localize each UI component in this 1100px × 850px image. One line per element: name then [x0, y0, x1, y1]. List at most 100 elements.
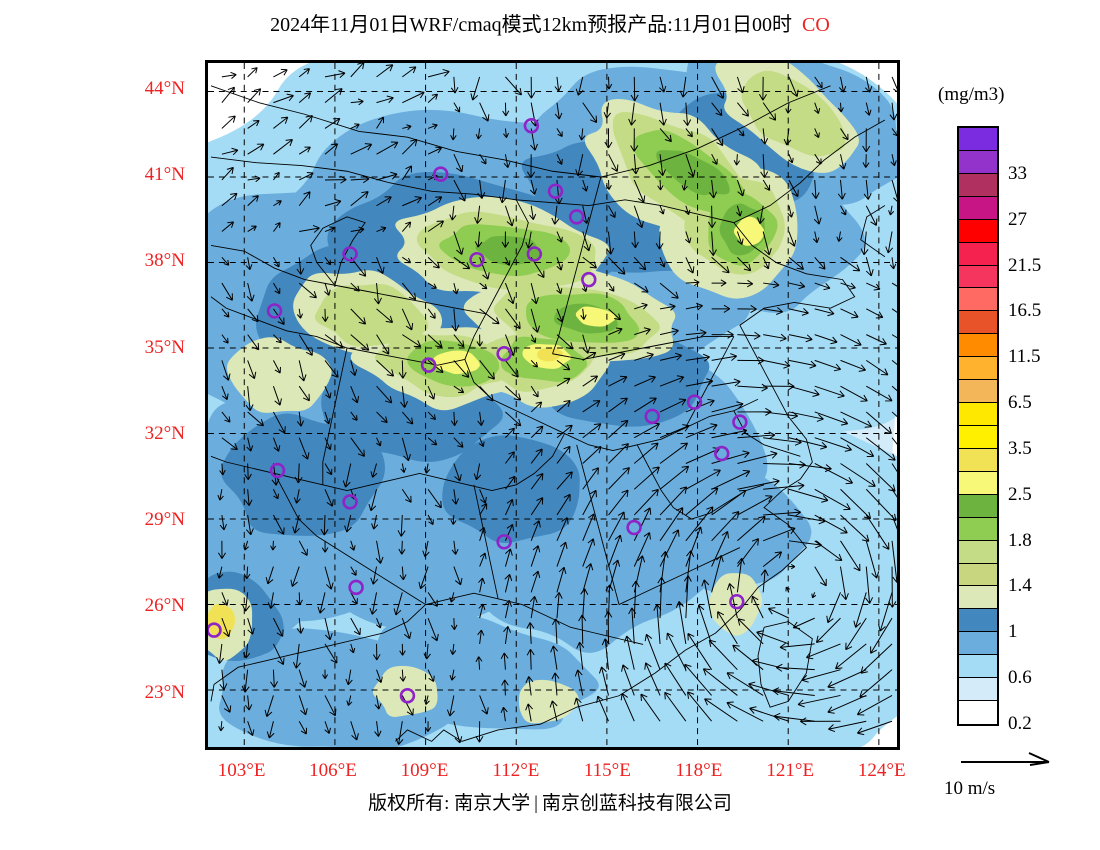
wind-vector: [272, 437, 281, 452]
station-marker[interactable]: [729, 593, 745, 610]
wind-vector: [707, 205, 717, 229]
wind-vector: [788, 231, 797, 247]
wind-vector: [272, 489, 279, 500]
wind-vector: [865, 437, 896, 461]
wind-vector: [737, 450, 778, 464]
wind-vector: [621, 664, 635, 696]
station-marker[interactable]: [399, 688, 416, 704]
station-marker[interactable]: [342, 494, 358, 510]
wind-vector: [574, 669, 584, 696]
colorbar-band: [959, 403, 997, 426]
wind-vector: [530, 334, 537, 343]
wind-vector: [726, 701, 764, 722]
wind-vector: [837, 179, 846, 200]
wind-vector: [608, 489, 629, 516]
wind-vector: [878, 592, 893, 632]
wind-vector: [865, 359, 889, 376]
station-marker[interactable]: [269, 462, 286, 479]
wind-vector: [298, 360, 307, 382]
wind-vector: [479, 385, 494, 402]
station-marker[interactable]: [432, 166, 449, 182]
colorbar[interactable]: [957, 126, 999, 726]
wind-vector: [711, 102, 723, 117]
wind-vector: [298, 695, 308, 716]
wind-vector: [470, 76, 481, 101]
map-plot-area[interactable]: [205, 60, 900, 750]
wind-vector: [811, 179, 820, 199]
station-marker[interactable]: [644, 408, 660, 425]
station-marker[interactable]: [581, 271, 597, 288]
wind-vector: [582, 102, 598, 124]
wind-vector: [247, 411, 264, 427]
wind-vector: [556, 471, 573, 490]
station-marker[interactable]: [342, 246, 358, 262]
wind-vector: [529, 596, 538, 619]
wind-vector: [891, 76, 897, 93]
station-marker[interactable]: [713, 445, 730, 462]
station-marker[interactable]: [568, 209, 585, 225]
station-marker[interactable]: [686, 394, 703, 410]
wind-vector: [582, 489, 597, 516]
wind-vector: [751, 595, 764, 619]
wind-vector: [530, 520, 541, 541]
wind-vector: [324, 411, 331, 425]
station-marker[interactable]: [208, 622, 222, 638]
wind-vector: [556, 153, 563, 165]
concentration-contour: [475, 235, 542, 266]
station-marker[interactable]: [526, 246, 543, 262]
wind-vector: [599, 666, 609, 696]
station-marker[interactable]: [496, 534, 512, 550]
wind-vector: [373, 283, 382, 305]
wind-vector: [505, 308, 521, 330]
wind-vector: [298, 669, 307, 688]
station-marker[interactable]: [626, 519, 642, 536]
wind-vector: [633, 256, 647, 271]
station-marker[interactable]: [420, 357, 437, 373]
wind-vector: [891, 437, 897, 445]
colorbar-band: [959, 150, 997, 174]
colorbar-band: [959, 655, 997, 679]
wind-vector: [891, 488, 897, 498]
station-marker[interactable]: [469, 251, 485, 268]
longitude-tick-label: 124°E: [857, 760, 906, 781]
province-boundary: [274, 473, 426, 605]
wind-vector: [788, 488, 829, 503]
wind-vector: [888, 205, 895, 216]
wind-vector: [376, 141, 399, 155]
wind-vector: [272, 617, 284, 637]
wind-vector: [685, 550, 695, 593]
station-marker[interactable]: [547, 183, 564, 200]
colorbar-band: [959, 196, 997, 220]
wind-vector: [221, 411, 231, 423]
wind-vector: [322, 669, 328, 680]
wind-vector: [717, 611, 738, 645]
wind-vector: [245, 257, 253, 271]
wind-vector: [891, 179, 897, 202]
station-marker[interactable]: [266, 303, 283, 319]
wind-vector: [685, 329, 707, 338]
wind-vector: [683, 575, 692, 619]
wind-vector: [748, 681, 790, 696]
wind-vector: [813, 102, 821, 114]
wind-vector: [659, 128, 672, 143]
wind-vector: [814, 385, 845, 399]
wind-vector: [891, 411, 897, 418]
wind-vector: [264, 695, 274, 717]
station-marker[interactable]: [348, 579, 364, 596]
wind-vector: [372, 643, 381, 661]
station-marker[interactable]: [732, 414, 748, 430]
wind-vector: [737, 618, 764, 645]
wind-vector: [376, 116, 385, 129]
province-boundary: [733, 410, 801, 457]
wind-vector: [634, 327, 651, 336]
wind-vector: [427, 334, 443, 348]
wind-vector: [479, 153, 487, 165]
wind-vector: [556, 231, 563, 243]
wind-vector: [530, 308, 540, 333]
wind-vector: [608, 351, 626, 361]
wind-vector: [582, 351, 597, 361]
station-marker[interactable]: [523, 118, 540, 134]
wind-vector: [582, 513, 596, 541]
wind-vector: [370, 463, 378, 478]
station-marker[interactable]: [496, 346, 512, 362]
